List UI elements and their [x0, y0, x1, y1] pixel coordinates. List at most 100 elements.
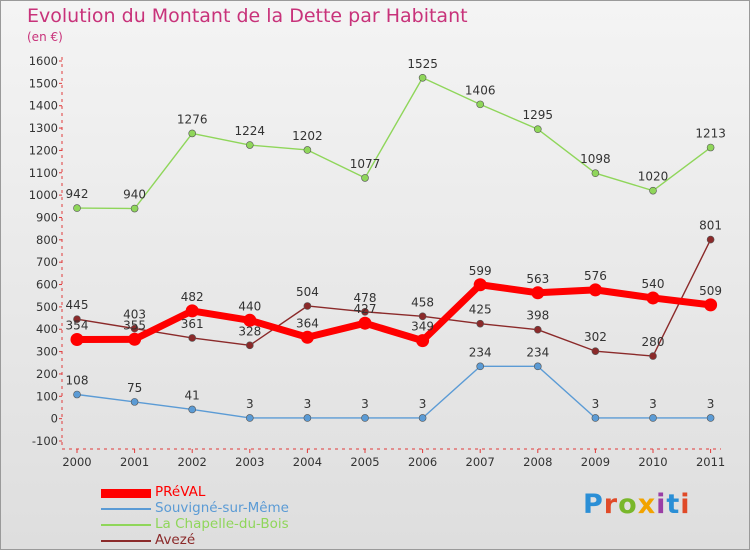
- data-point: [649, 414, 657, 422]
- data-point: [418, 414, 427, 422]
- data-label: 328: [238, 324, 261, 338]
- legend-label: Avezé: [155, 532, 196, 548]
- data-point: [649, 186, 657, 195]
- data-label: 504: [296, 285, 319, 299]
- data-label: 1276: [177, 112, 208, 126]
- y-tick-label: 700: [36, 255, 58, 269]
- legend-swatch: [101, 508, 151, 510]
- y-tick-label: 100: [36, 389, 58, 403]
- data-label: 349: [411, 320, 434, 334]
- series-line-0: [73, 281, 715, 345]
- proxiti-logo: Proxiti: [583, 489, 691, 520]
- y-tick-label: 1000: [29, 188, 58, 202]
- data-point: [246, 414, 254, 422]
- x-tick-label: 2008: [523, 455, 552, 469]
- data-label: 1098: [580, 152, 611, 166]
- chart-subtitle: (en €): [27, 30, 63, 44]
- data-label: 403: [123, 308, 146, 322]
- series-layer: [70, 73, 718, 422]
- data-point: [476, 319, 485, 328]
- axes: -100 0 100 200 300 400 500 600 700 800 900 1000 1100…: [29, 54, 726, 469]
- data-point: [361, 174, 369, 182]
- data-label: 355: [123, 318, 146, 332]
- data-label: 482: [181, 290, 204, 304]
- data-point: [706, 414, 715, 422]
- y-tick-label: 300: [36, 345, 58, 359]
- data-point: [130, 204, 139, 213]
- data-point: [531, 286, 545, 300]
- x-tick-label: 2009: [581, 455, 610, 469]
- data-label: 509: [699, 284, 722, 298]
- data-label: 599: [469, 264, 492, 278]
- y-tick-label: 900: [36, 210, 58, 224]
- data-label: 1077: [350, 157, 381, 171]
- data-label: 440: [238, 299, 261, 313]
- data-point: [591, 347, 600, 355]
- data-label: 3: [707, 397, 715, 411]
- data-label: 1295: [523, 108, 554, 122]
- data-point: [533, 125, 542, 133]
- y-tick-label: 200: [36, 367, 58, 381]
- y-tick-label: 800: [36, 233, 58, 247]
- data-point: [188, 405, 196, 414]
- legend-label: La Chapelle-du-Bois: [155, 516, 289, 532]
- x-tick-label: 2010: [638, 455, 667, 469]
- data-point: [476, 100, 485, 109]
- data-label: 354: [66, 319, 89, 333]
- data-point: [706, 235, 715, 244]
- data-label: 458: [411, 295, 434, 309]
- logo-letter: r: [603, 489, 619, 520]
- data-label: 3: [649, 397, 657, 411]
- logo-letter: o: [618, 489, 638, 520]
- data-label: 1213: [695, 127, 726, 141]
- data-point: [243, 313, 257, 327]
- y-tick-label: 0: [51, 412, 58, 426]
- series-line-1: [76, 365, 712, 419]
- data-point: [588, 283, 602, 297]
- data-label: 801: [699, 219, 722, 233]
- legend-label: PRéVAL: [155, 484, 206, 500]
- y-tick-label: 1300: [29, 121, 58, 135]
- data-label: 302: [584, 330, 607, 344]
- data-label: 3: [419, 397, 427, 411]
- y-tick-label: 400: [36, 322, 58, 336]
- data-label: 3: [592, 397, 600, 411]
- logo-letter: i: [656, 489, 667, 520]
- y-tick-label: 1400: [29, 99, 58, 113]
- data-label: 425: [469, 303, 492, 317]
- data-point: [130, 324, 139, 333]
- data-point: [246, 341, 254, 350]
- data-point: [476, 362, 485, 371]
- data-point: [591, 414, 600, 422]
- x-tick-label: 2000: [62, 455, 91, 469]
- data-point: [303, 302, 312, 310]
- data-label: 398: [526, 309, 549, 323]
- legend-swatch: [101, 524, 151, 526]
- data-label: 540: [642, 277, 665, 291]
- data-point: [591, 169, 600, 178]
- logo-letter: t: [666, 489, 681, 520]
- data-label: 576: [584, 269, 607, 283]
- data-label: 234: [469, 345, 492, 359]
- legend-swatch: [101, 488, 151, 498]
- data-label: 108: [66, 374, 89, 388]
- data-point: [361, 307, 369, 316]
- legend-swatch: [101, 540, 151, 542]
- data-point: [188, 129, 196, 138]
- x-tick-label: 2011: [696, 455, 725, 469]
- data-point: [649, 352, 657, 360]
- y-tick-label: 1200: [29, 143, 58, 157]
- data-label: 1020: [638, 170, 669, 184]
- legend-label: Souvigné-sur-Même: [155, 500, 289, 516]
- data-point: [185, 304, 199, 318]
- data-label: 1406: [465, 83, 496, 97]
- data-point: [303, 414, 312, 422]
- y-tick-label: 1500: [29, 76, 58, 90]
- data-point: [416, 334, 430, 348]
- data-point: [246, 141, 254, 149]
- data-label: 364: [296, 316, 319, 330]
- logo-letter: x: [637, 489, 657, 520]
- data-label: 41: [185, 388, 200, 402]
- data-label: 75: [127, 381, 142, 395]
